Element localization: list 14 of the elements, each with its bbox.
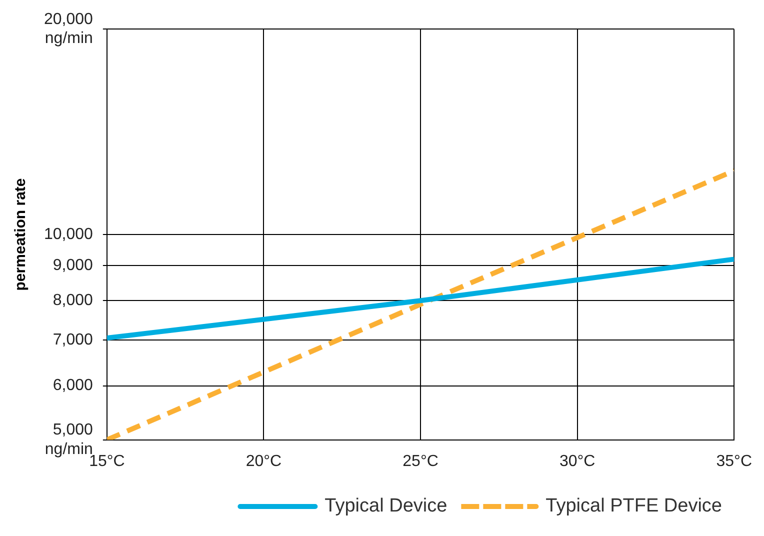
y-tick-label: 10,000 (44, 226, 94, 243)
y-tick-label: 6,000 (52, 377, 94, 394)
y-tick-label: 7,000 (52, 332, 94, 349)
y-tick-label: 8,000 (52, 292, 94, 309)
x-tick-label: 30°C (559, 452, 596, 470)
x-tick-label: 20°C (246, 452, 282, 470)
legend-label: Typical Device (324, 496, 448, 517)
legend-label: Typical PTFE Device (546, 496, 722, 517)
x-tick-label: 25°C (402, 452, 438, 470)
y-axis-title: permeation rate (12, 178, 30, 291)
y-tick-label: 20,000 ng/min (44, 11, 94, 48)
x-tick-label: 15°C (89, 452, 125, 470)
y-tick-label: 9,000 (52, 257, 94, 274)
x-tick-label: 35°C (716, 452, 752, 470)
